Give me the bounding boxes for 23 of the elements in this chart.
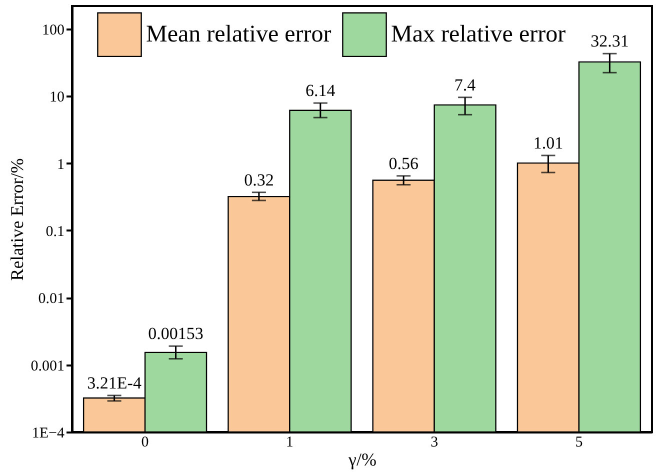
x-tick-label: 5 bbox=[575, 434, 583, 450]
y-tick-label: 0.01 bbox=[38, 291, 64, 308]
x-tick-label: 0 bbox=[141, 434, 149, 450]
data-label: 32.31 bbox=[590, 32, 629, 51]
y-tick-label: 1 bbox=[57, 156, 64, 173]
data-label: 0.00153 bbox=[148, 324, 204, 344]
y-tick-label: 100 bbox=[42, 22, 64, 38]
data-label: 6.14 bbox=[306, 81, 336, 100]
data-label: 3.21E-4 bbox=[87, 373, 142, 392]
data-label: 1.01 bbox=[533, 133, 564, 152]
y-tick-label: 0.001 bbox=[30, 358, 64, 374]
x-tick-label: 1 bbox=[286, 434, 294, 450]
legend-label: Max relative error bbox=[391, 22, 566, 48]
legend-label: Mean relative error bbox=[146, 22, 332, 48]
y-tick-label: 0.1 bbox=[46, 224, 64, 240]
y-tick-label: 10 bbox=[50, 90, 64, 106]
x-axis-title: γ/% bbox=[348, 450, 376, 470]
x-tick-label: 3 bbox=[430, 434, 438, 450]
y-axis-title: Relative Error/% bbox=[6, 158, 27, 281]
y-tick-label: 1E−4 bbox=[32, 426, 65, 442]
data-label: 0.32 bbox=[244, 170, 274, 190]
data-label: 7.4 bbox=[454, 75, 476, 94]
data-label: 0.56 bbox=[388, 154, 418, 173]
